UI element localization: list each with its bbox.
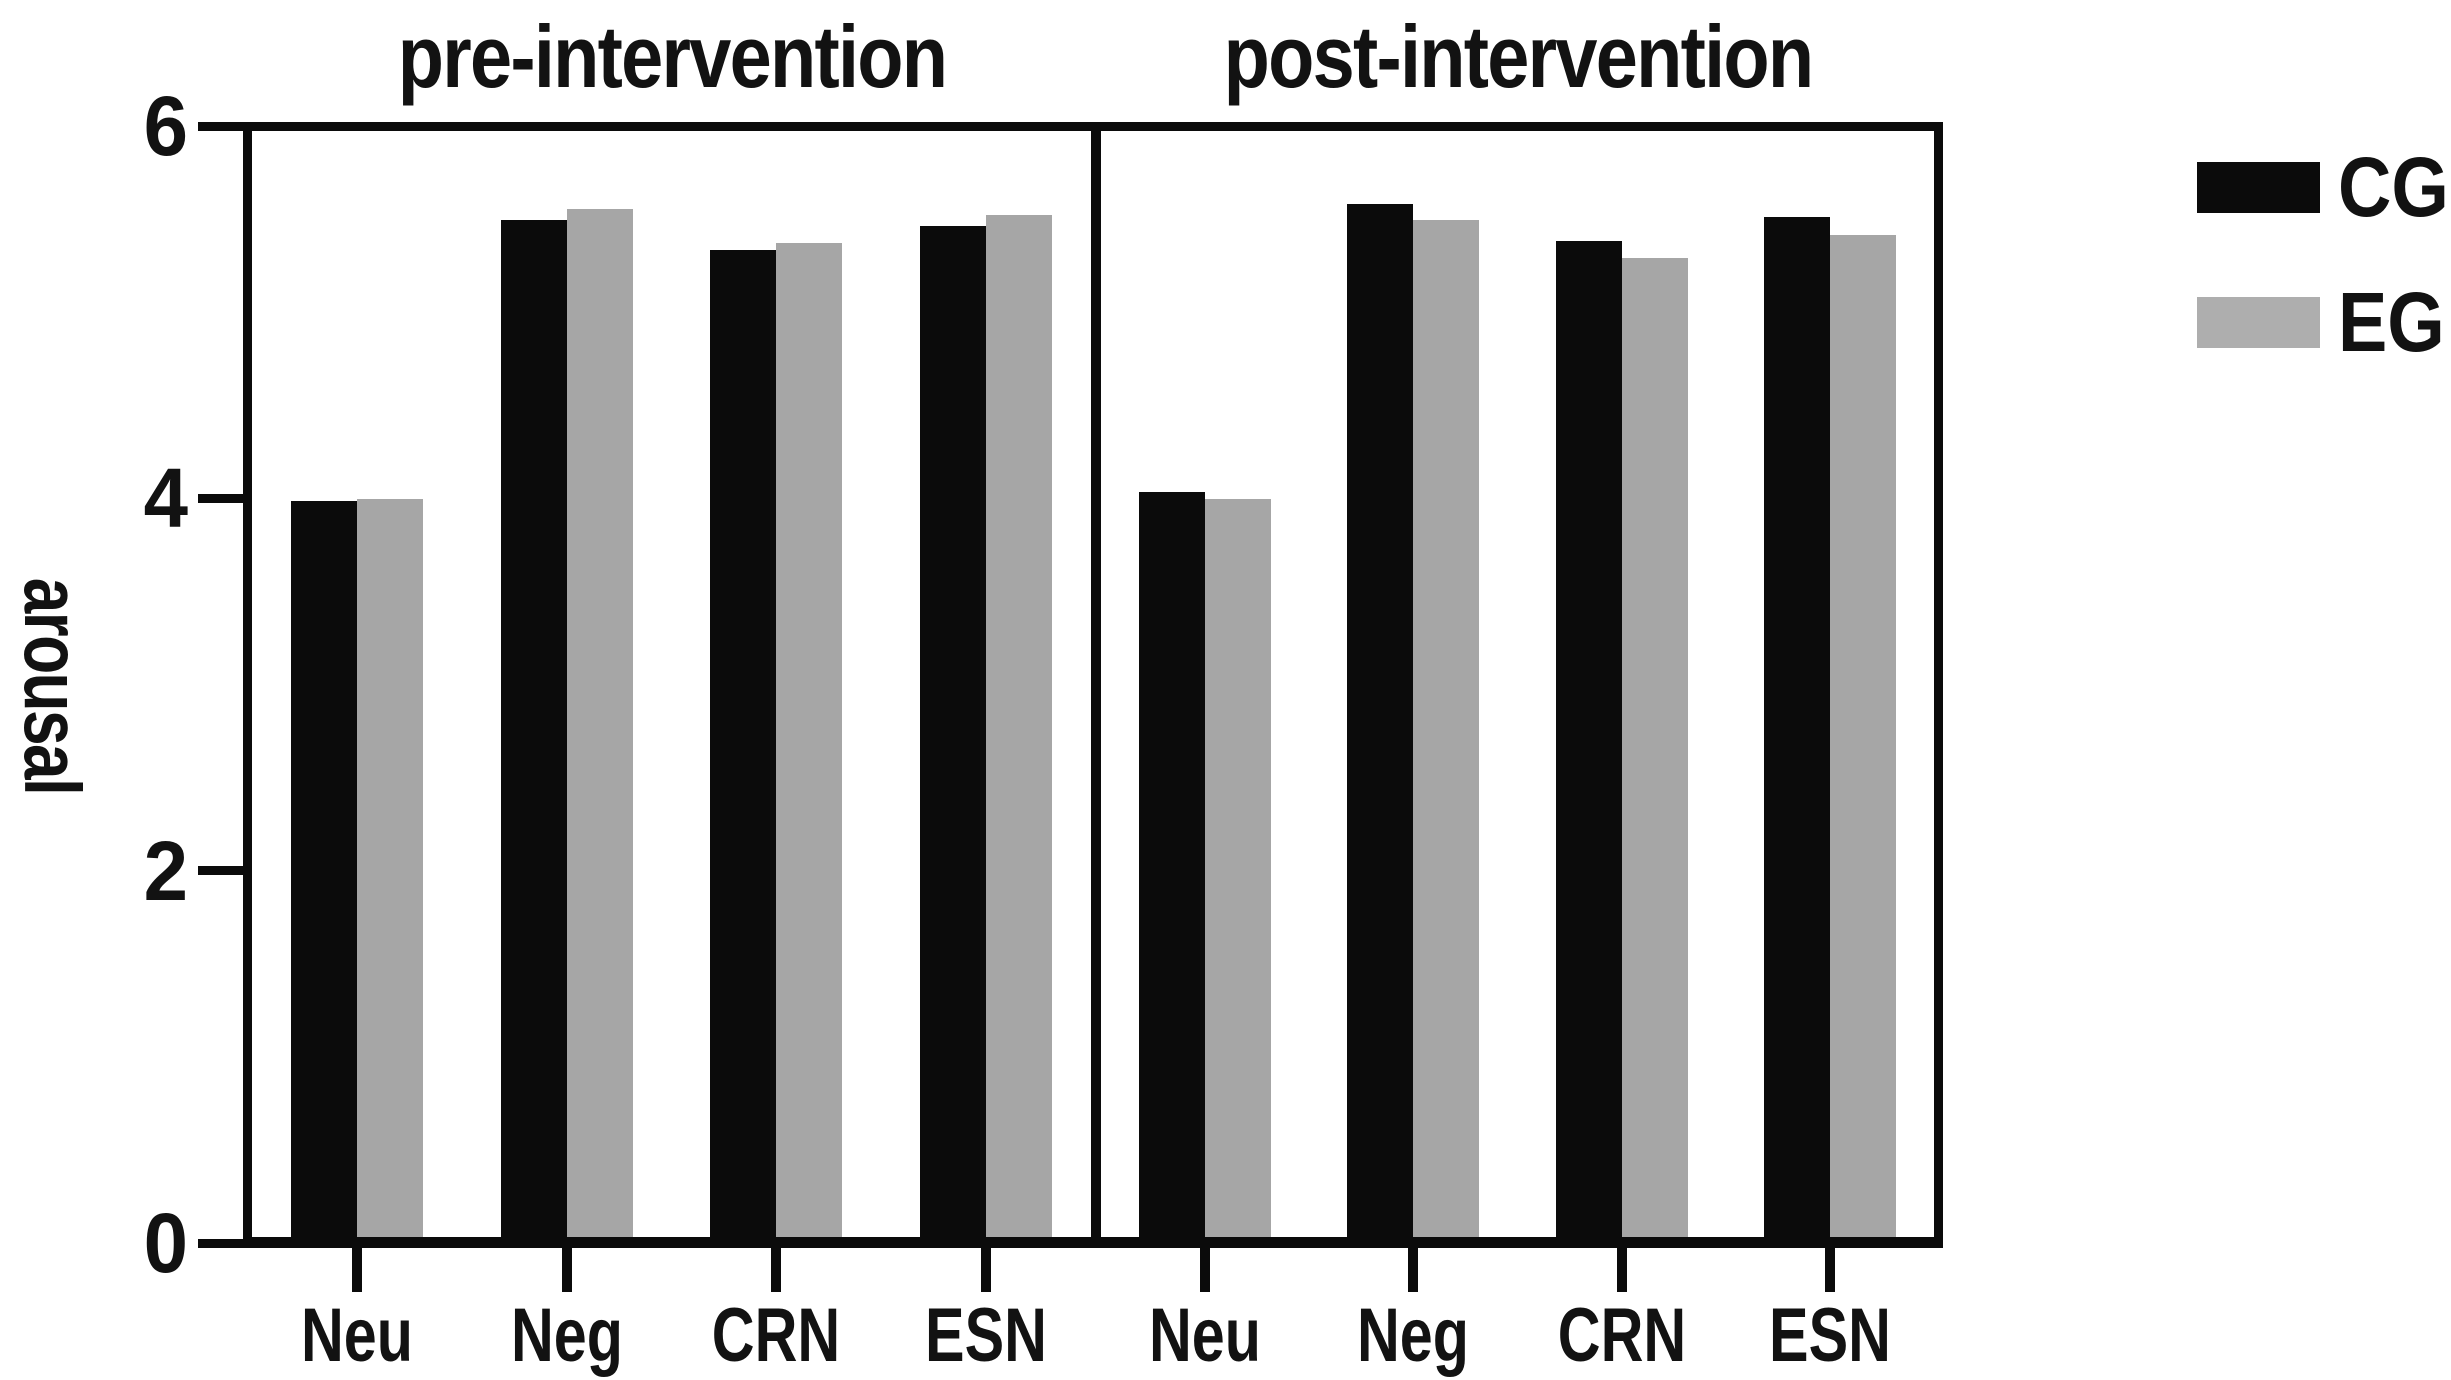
bar-pre-intervention-ESN-EG — [986, 214, 1053, 1237]
y-tick-0 — [198, 1238, 243, 1248]
bar-post-intervention-Neg-CG — [1347, 203, 1414, 1237]
x-label-post-intervention-ESN: ESN — [1768, 1293, 1891, 1378]
cg-series-swatch-icon — [2197, 162, 2320, 213]
y-tick-6 — [198, 121, 243, 131]
panel-title-pre-intervention: pre-intervention — [397, 7, 947, 106]
x-tick-pre-intervention-Neg — [561, 1248, 572, 1292]
x-tick-post-intervention-Neu — [1200, 1248, 1211, 1292]
legend-label-eg: EG — [2338, 275, 2445, 369]
bar-post-intervention-ESN-CG — [1763, 216, 1830, 1237]
x-tick-pre-intervention-ESN — [981, 1248, 992, 1292]
y-tick-label-4: 4 — [143, 451, 188, 546]
x-tick-post-intervention-Neg — [1408, 1248, 1419, 1292]
bar-pre-intervention-CRN-CG — [710, 250, 777, 1237]
bar-pre-intervention-Neu-CG — [290, 501, 357, 1237]
bar-post-intervention-CRN-CG — [1555, 240, 1622, 1237]
x-label-pre-intervention-ESN: ESN — [925, 1293, 1048, 1378]
bar-post-intervention-ESN-EG — [1829, 235, 1896, 1237]
bar-post-intervention-Neg-EG — [1413, 220, 1480, 1237]
x-label-pre-intervention-Neg: Neg — [510, 1293, 623, 1378]
bar-pre-intervention-Neu-EG — [356, 499, 423, 1237]
x-tick-post-intervention-ESN — [1824, 1248, 1835, 1292]
x-label-post-intervention-Neu: Neu — [1149, 1293, 1262, 1378]
x-tick-post-intervention-CRN — [1616, 1248, 1627, 1292]
bar-post-intervention-CRN-EG — [1621, 257, 1688, 1237]
panel-divider — [1091, 122, 1101, 1248]
y-tick-2 — [198, 866, 243, 876]
bar-post-intervention-Neu-EG — [1205, 499, 1272, 1237]
eg-series-swatch-icon — [2197, 297, 2320, 348]
y-axis-label: arousal — [8, 577, 97, 795]
y-tick-4 — [198, 493, 243, 503]
bar-post-intervention-Neu-CG — [1139, 491, 1206, 1237]
x-tick-pre-intervention-CRN — [771, 1248, 782, 1292]
bar-pre-intervention-CRN-EG — [776, 242, 843, 1237]
x-label-pre-intervention-CRN: CRN — [712, 1293, 841, 1378]
bar-pre-intervention-ESN-CG — [920, 226, 987, 1237]
y-tick-label-2: 2 — [143, 823, 188, 918]
x-label-post-intervention-CRN: CRN — [1557, 1293, 1686, 1378]
legend-label-cg: CG — [2338, 140, 2449, 234]
y-tick-label-6: 6 — [143, 79, 188, 173]
y-tick-label-0: 0 — [143, 1196, 188, 1290]
x-label-post-intervention-Neg: Neg — [1357, 1293, 1470, 1378]
bar-pre-intervention-Neg-CG — [500, 220, 567, 1237]
x-tick-pre-intervention-Neu — [351, 1248, 362, 1292]
panel-title-post-intervention: post-intervention — [1223, 7, 1814, 106]
x-label-pre-intervention-Neu: Neu — [300, 1293, 413, 1378]
bar-pre-intervention-Neg-EG — [566, 209, 633, 1237]
